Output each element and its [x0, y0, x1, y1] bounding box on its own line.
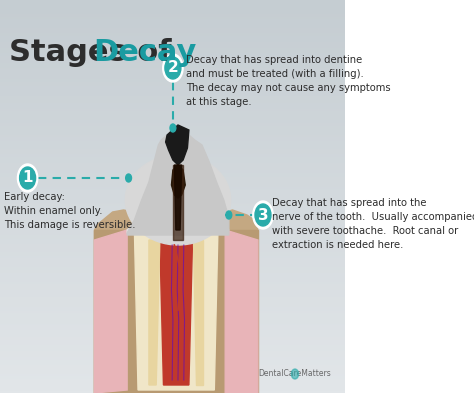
Polygon shape — [172, 165, 185, 198]
Text: 3: 3 — [258, 208, 268, 222]
Circle shape — [165, 57, 181, 79]
Polygon shape — [174, 165, 182, 230]
Text: DentalCareMatters: DentalCareMatters — [258, 369, 330, 378]
Circle shape — [255, 204, 271, 226]
Circle shape — [19, 167, 36, 189]
Text: 2: 2 — [167, 61, 178, 75]
Text: Decay that has spread into the
nerve of the tooth.  Usually accompanied
with sev: Decay that has spread into the nerve of … — [273, 198, 474, 250]
Polygon shape — [94, 210, 258, 393]
Text: Decay that has spread into dentine
and must be treated (with a filling).
The dec: Decay that has spread into dentine and m… — [186, 55, 391, 107]
Circle shape — [163, 54, 183, 82]
Polygon shape — [94, 230, 127, 393]
Circle shape — [226, 211, 232, 219]
Polygon shape — [149, 240, 160, 385]
Circle shape — [18, 164, 38, 192]
Ellipse shape — [125, 155, 231, 245]
Polygon shape — [127, 132, 229, 235]
Text: Early decay:
Within enamel only.
This damage is reversible.: Early decay: Within enamel only. This da… — [4, 192, 135, 230]
Polygon shape — [135, 230, 218, 390]
Polygon shape — [160, 240, 192, 385]
Polygon shape — [192, 240, 203, 385]
Polygon shape — [165, 125, 189, 165]
Text: Stages of: Stages of — [9, 38, 182, 67]
Polygon shape — [178, 182, 229, 233]
Circle shape — [170, 124, 176, 132]
Polygon shape — [94, 230, 258, 393]
Text: Decay: Decay — [93, 38, 196, 67]
Polygon shape — [225, 230, 258, 393]
Text: 1: 1 — [22, 171, 33, 185]
Polygon shape — [173, 165, 183, 240]
Circle shape — [253, 201, 273, 229]
Circle shape — [126, 174, 131, 182]
Polygon shape — [127, 182, 178, 233]
Circle shape — [292, 369, 299, 379]
